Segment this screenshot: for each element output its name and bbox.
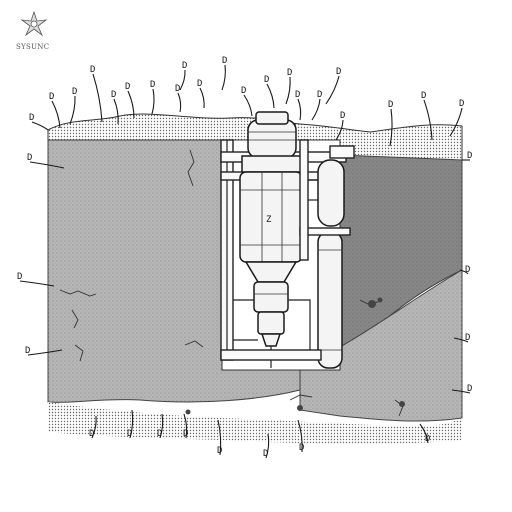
callout-label: D: [89, 429, 94, 439]
callout-leader-line: [459, 269, 469, 275]
callout-label: D: [197, 79, 202, 89]
callout-label: D: [467, 151, 472, 161]
callout-leader-line: [266, 83, 275, 109]
callout-leader-line: [285, 76, 291, 105]
callout-label: D: [388, 100, 393, 110]
callout-leader-line: [69, 95, 76, 125]
callout-label: D: [150, 80, 155, 90]
callout-label: D: [29, 113, 34, 123]
vessel-label: Z: [266, 215, 272, 225]
callout-label: D: [241, 86, 246, 96]
left-riser-pipe: [220, 139, 234, 361]
callout-label: D: [340, 111, 345, 121]
callout-label: D: [72, 87, 77, 97]
callout-label: D: [17, 272, 22, 282]
callout-leader-line: [453, 337, 469, 343]
callout-leader-line: [27, 349, 63, 356]
callout-leader-line: [335, 119, 344, 141]
debris: [185, 297, 405, 415]
callout-leader-line: [31, 121, 49, 131]
callout-label: D: [25, 346, 30, 356]
callout-leader-line: [91, 415, 97, 439]
callout-label: D: [175, 84, 180, 94]
callout-label: D: [287, 68, 292, 78]
callout-leader-line: [221, 64, 226, 91]
pressure-vessel: Z: [239, 171, 303, 263]
callout-leader-line: [419, 423, 429, 444]
callout-label: D: [467, 384, 472, 394]
callout-group: D D D D D D D D D D D D D D D D D D D D D D D D D D D D D D D D D D D D: [17, 56, 472, 459]
pump-motor-housing: [241, 111, 303, 173]
bedrock-edge: [48, 402, 462, 444]
callout-leader-line: [297, 98, 302, 121]
callout-label: D: [336, 67, 341, 77]
callout-label: D: [111, 90, 116, 100]
callout-label: D: [127, 429, 132, 439]
callout-leader-line: [127, 90, 135, 119]
callout-label: D: [27, 153, 32, 163]
callout-leader-line: [179, 69, 186, 91]
callout-leader-line: [159, 413, 164, 439]
callout-leader-line: [449, 107, 463, 137]
callout-leader-line: [29, 161, 65, 169]
callout-label: D: [264, 75, 269, 85]
callout-leader-line: [113, 98, 119, 125]
callout-leader-line: [325, 75, 340, 105]
callout-leader-line: [217, 419, 222, 456]
callout-leader-line: [423, 99, 433, 141]
callout-label: D: [295, 90, 300, 100]
callout-leader-line: [51, 100, 61, 129]
starburst-logo-icon: [20, 10, 48, 37]
soil-mass-left: [47, 139, 301, 403]
callout-leader-line: [265, 433, 270, 459]
callout-leader-line: [183, 413, 188, 439]
callout-leader-line: [389, 108, 393, 147]
callout-leader-line: [92, 73, 103, 123]
callout-leader-line: [129, 409, 134, 439]
callout-leader-line: [297, 419, 303, 453]
callout-label: D: [425, 434, 430, 444]
callout-leader-line: [311, 98, 321, 121]
callout-label: D: [183, 429, 188, 439]
callout-label: D: [263, 449, 268, 459]
callout-label: D: [90, 65, 95, 75]
logo-text: SYSUNC: [16, 43, 49, 51]
callout-label: D: [49, 92, 54, 102]
right-storage-tank: [299, 145, 355, 369]
callout-label: D: [222, 56, 227, 66]
callout-label: D: [465, 265, 470, 275]
callout-label: D: [157, 429, 162, 439]
connector-pipes: [220, 139, 322, 361]
logo: SYSUNC: [16, 10, 49, 51]
callout-leader-line: [451, 389, 471, 394]
callout-label: D: [465, 333, 470, 343]
callout-leader-line: [199, 87, 205, 109]
callout-label: D: [299, 443, 304, 453]
callout-leader-line: [19, 280, 55, 287]
callout-label: D: [125, 82, 130, 92]
callout-leader-line: [243, 94, 253, 117]
callout-label: D: [421, 91, 426, 101]
callout-label: D: [217, 446, 222, 456]
soil-mass-right: [299, 269, 463, 422]
callout-label: D: [317, 90, 322, 100]
callout-label: D: [182, 61, 187, 71]
callout-label: D: [459, 99, 464, 109]
callout-leader-line: [151, 88, 155, 115]
callout-leader-line: [177, 92, 182, 113]
